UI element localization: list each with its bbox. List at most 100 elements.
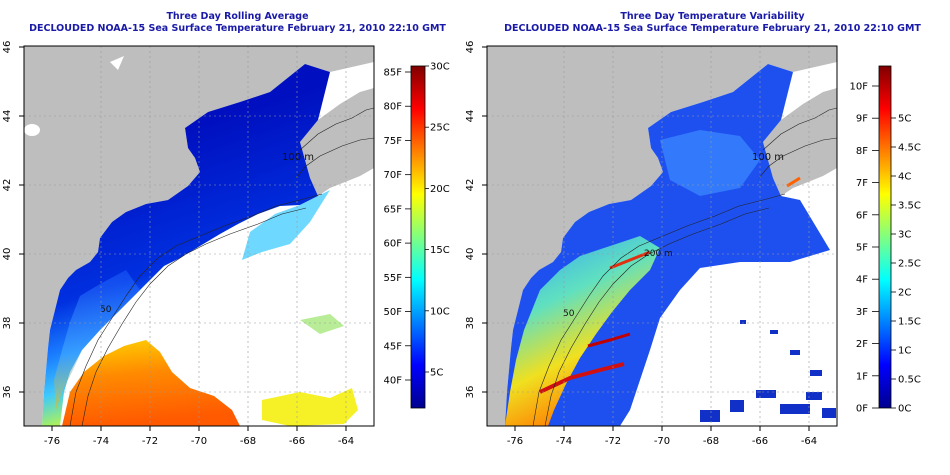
colorbar-tick-label: 0C <box>898 404 911 415</box>
colorbar-tick-label: 45F <box>384 341 403 352</box>
left-land-mainland <box>24 46 374 426</box>
left-y-tick: 44 <box>2 110 13 123</box>
colorbar-tick-label: 3.5C <box>898 201 921 212</box>
left-contour-label-50: 50 <box>100 305 112 315</box>
colorbar-tick-label: 20C <box>430 184 450 195</box>
left-bathymetry-contours <box>69 107 374 426</box>
colorbar-tick-label: 2C <box>898 288 911 299</box>
right-shelf-band <box>505 236 660 426</box>
left-slope-water <box>242 190 330 260</box>
colorbar-tick-label: 10F <box>850 82 869 93</box>
colorbar-tick-label: 65F <box>384 204 403 215</box>
colorbar-tick-label: 50F <box>384 307 403 318</box>
right-contour-label-100m: 100 m <box>752 152 784 163</box>
colorbar-tick-label: 0F <box>856 404 868 415</box>
right-y-tick: 38 <box>465 317 476 330</box>
colorbar-tick-label: 70F <box>384 170 403 181</box>
left-y-tick: 42 <box>2 179 13 192</box>
left-x-tick: -76 <box>44 436 60 447</box>
right-y-tick-labels: 46 44 42 40 38 36 <box>465 41 476 399</box>
left-y-tick: 46 <box>2 41 13 54</box>
right-x-tick-labels: -76 -74 -72 -70 -68 -66 -64 <box>507 436 817 447</box>
right-y-tick: 44 <box>465 110 476 123</box>
colorbar-tick-label: 15C <box>430 245 450 256</box>
colorbar-tick-label: 4C <box>898 172 911 183</box>
colorbar-tick-label: 0.5C <box>898 375 921 386</box>
colorbar-tick-label: 40F <box>384 376 403 387</box>
right-colorbar-celsius-labels: 5C 4.5C 4C 3.5C 3C 2.5C 2C 1.5C 1C 0.5C 0C <box>891 114 921 415</box>
right-y-tick: 40 <box>465 248 476 261</box>
right-colorbar <box>878 65 892 409</box>
left-y-tick-labels: 46 44 42 40 38 36 <box>2 41 13 399</box>
colorbar-tick-label: 8F <box>856 146 868 157</box>
right-gridlines <box>487 46 837 426</box>
right-x-tick: -76 <box>507 436 523 447</box>
colorbar-tick-label: 6F <box>856 210 868 221</box>
left-gulf-stream <box>62 340 240 426</box>
right-scattered-data <box>700 320 836 422</box>
right-land-nova-scotia <box>763 88 837 196</box>
right-y-tick: 36 <box>465 386 476 399</box>
right-red-streak <box>587 332 631 348</box>
left-colorbar-fahrenheit-labels: 85F 80F 75F 70F 65F 60F 55F 50F 45F 40F <box>384 68 411 387</box>
left-x-tick: -68 <box>240 436 256 447</box>
colorbar-tick-label: 9F <box>856 114 868 125</box>
left-inland-lake <box>24 124 40 136</box>
right-x-tick: -74 <box>556 436 572 447</box>
colorbar-tick-label: 85F <box>384 68 403 79</box>
colorbar-tick-label: 1F <box>856 371 868 382</box>
right-red-streak <box>609 250 651 270</box>
colorbar-tick-label: 25C <box>430 123 450 134</box>
left-warm-patch <box>262 388 358 426</box>
right-axis-ticks <box>482 46 810 431</box>
right-red-streak <box>539 362 625 394</box>
colorbar-tick-label: 60F <box>384 239 403 250</box>
left-x-tick: -74 <box>93 436 109 447</box>
left-x-tick: -64 <box>338 436 354 447</box>
right-map: 100 m 200 m 50 <box>465 41 921 447</box>
right-variability-patch <box>660 130 760 196</box>
left-colorbar-celsius-labels: 30C 25C 20C 15C 10C 5C <box>425 62 450 379</box>
colorbar-tick-label: 2.5C <box>898 259 921 270</box>
colorbar-tick-label: 2F <box>856 339 868 350</box>
colorbar-tick-label: 80F <box>384 102 403 113</box>
left-map-title-line2: DECLOUDED NOAA-15 Sea Surface Temperatur… <box>29 23 446 34</box>
colorbar-tick-label: 7F <box>856 178 868 189</box>
left-x-tick: -72 <box>142 436 158 447</box>
colorbar-tick-label: 1.5C <box>898 317 921 328</box>
left-green-patch <box>300 314 344 334</box>
colorbar-tick-label: 10C <box>430 306 450 317</box>
right-bathymetry-contours <box>532 107 837 426</box>
colorbar-tick-label: 5C <box>898 114 911 125</box>
left-map-title: Three Day Rolling Average DECLOUDED NOAA… <box>0 11 475 35</box>
left-shelf-band <box>54 270 140 410</box>
right-y-tick: 42 <box>465 179 476 192</box>
colorbar-tick-label: 1C <box>898 346 911 357</box>
colorbar-tick-label: 4.5C <box>898 143 921 154</box>
colorbar-tick-label: 5F <box>856 243 868 254</box>
left-x-tick: -70 <box>191 436 207 447</box>
left-map-title-line1: Three Day Rolling Average <box>166 11 309 22</box>
right-x-tick: -68 <box>703 436 719 447</box>
right-contour-label-50: 50 <box>563 309 575 319</box>
left-map: 100 m 50 <box>2 41 450 447</box>
colorbar-tick-label: 3C <box>898 230 911 241</box>
colorbar-tick-label: 3F <box>856 307 868 318</box>
left-y-tick: 38 <box>2 317 13 330</box>
right-red-streak <box>786 176 801 188</box>
colorbar-tick-label: 75F <box>384 136 403 147</box>
left-axis-ticks <box>19 46 347 431</box>
right-map-title-line2: DECLOUDED NOAA-15 Sea Surface Temperatur… <box>504 23 921 34</box>
right-x-tick: -70 <box>654 436 670 447</box>
left-colorbar <box>410 65 426 409</box>
colorbar-tick-label: 55F <box>384 273 403 284</box>
right-y-tick: 46 <box>465 41 476 54</box>
left-y-tick: 36 <box>2 386 13 399</box>
left-land-nova-scotia <box>300 88 374 196</box>
left-y-tick: 40 <box>2 248 13 261</box>
right-x-tick: -64 <box>801 436 817 447</box>
right-map-title: Three Day Temperature Variability DECLOU… <box>475 11 950 35</box>
left-x-tick-labels: -76 -74 -72 -70 -68 -66 -64 <box>44 436 354 447</box>
right-x-tick: -72 <box>605 436 621 447</box>
